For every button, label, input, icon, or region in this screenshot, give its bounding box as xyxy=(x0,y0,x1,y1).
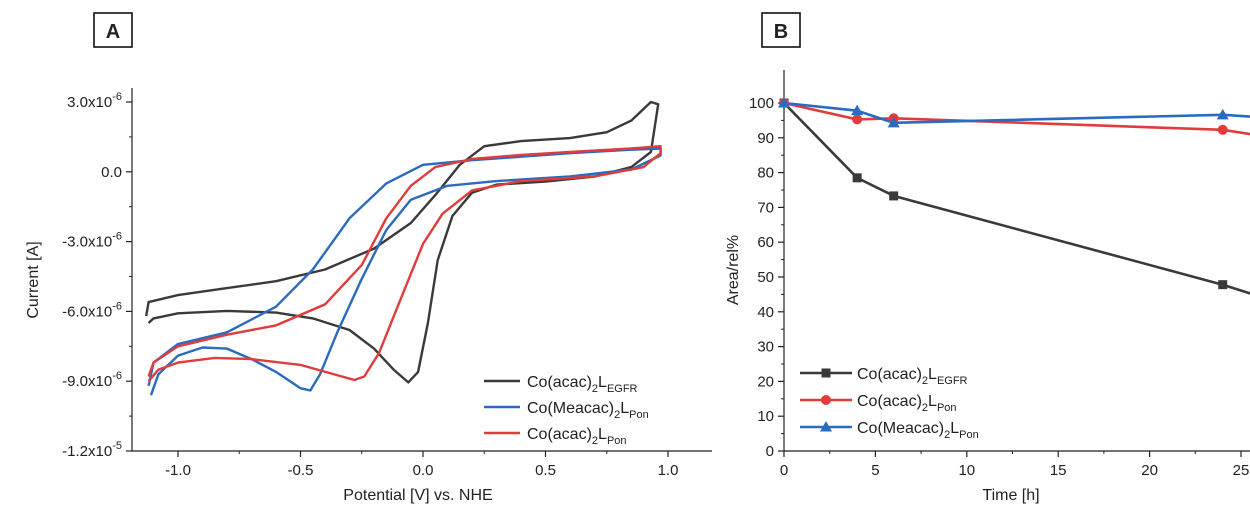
chart-b-y-axis-label: Area/rel% xyxy=(725,235,742,305)
chart-a-x-tick-label: -0.5 xyxy=(288,462,314,479)
chart-b-point-1-4 xyxy=(1218,280,1228,290)
panel-a-letter: A xyxy=(106,21,120,43)
chart-b-y-tick-label: 90 xyxy=(757,130,774,147)
chart-b-y-tick-label: 50 xyxy=(757,269,774,286)
chart-b-point-1-2 xyxy=(852,173,862,183)
chart-b-y-tick-label: 100 xyxy=(749,95,774,112)
chart-a-series-line-1 xyxy=(145,100,660,384)
chart-a-ticks: -1.0 -0.5 0.0 0.5 1.0 3.0x10-6 0.0 -3.0x10-6 -6.… xyxy=(62,91,678,479)
chart-a-y-tick-label: 3.0x10-6 xyxy=(67,91,122,111)
chart-b-legend-marker-3 xyxy=(820,421,832,432)
chart-b-point-3-2 xyxy=(851,104,864,116)
chart-a-axes xyxy=(131,88,712,452)
chart-b-y-tick-label: 60 xyxy=(757,234,774,251)
panel-b-letter: B xyxy=(774,21,788,43)
chart-a-y-tick-label: -1.2x10-5 xyxy=(62,440,122,460)
chart-b-x-tick-label: 25 xyxy=(1233,462,1250,479)
chart-b-y-tick-label: 0 xyxy=(766,443,774,460)
chart-a-series-line-2 xyxy=(147,147,662,396)
chart-a-series xyxy=(145,100,662,396)
chart-b-legend-marker-1 xyxy=(821,368,831,378)
chart-a-series-line-3 xyxy=(147,145,662,382)
chart-b-point-2-2 xyxy=(852,114,863,125)
chart-a-x-tick-label: 0.5 xyxy=(535,462,556,479)
chart-a-y-tick-label: -3.0x10-6 xyxy=(62,231,122,251)
chart-b-ticks: 0 5 10 15 20 25 0 10 20 30 40 50 60 70 80 90 100 xyxy=(749,95,1249,479)
chart-b-y-tick-label: 70 xyxy=(757,199,774,216)
chart-a-x-tick-label: -1.0 xyxy=(165,462,191,479)
chart-a-x-tick-label: 0.0 xyxy=(413,462,434,479)
panel-a-label-box: A xyxy=(93,12,133,48)
chart-b-x-tick-label: 0 xyxy=(780,462,788,479)
chart-b-series xyxy=(778,97,1250,295)
chart-b-legend: Co(acac)2LEGFR Co(acac)2LPon Co(Meacac)2LP… xyxy=(800,366,979,441)
chart-a-y-tick-label: -9.0x10-6 xyxy=(62,370,122,390)
chart-b-point-1-3 xyxy=(889,191,899,201)
chart-b-y-tick-label: 30 xyxy=(757,339,774,356)
chart-b-point-2-4 xyxy=(1217,124,1228,135)
chart-b-x-axis-label: Time [h] xyxy=(982,487,1039,504)
chart-b-legend-label-3: Co(Meacac)2LPon xyxy=(857,420,979,441)
panel-b-label-box: B xyxy=(761,12,801,48)
chart-b-y-tick-label: 80 xyxy=(757,165,774,182)
chart-b-series-line-1 xyxy=(783,102,1250,295)
chart-a-y-tick-label: -6.0x10-6 xyxy=(62,300,122,320)
chart-b-x-tick-label: 20 xyxy=(1141,462,1158,479)
chart-b-axes xyxy=(783,70,1250,452)
chart-a-x-tick-label: 1.0 xyxy=(658,462,679,479)
chart-a-y-tick-label: 0.0 xyxy=(101,164,122,181)
chart-a-legend: Co(acac)2LEGFR Co(Meacac)2LPon Co(acac)2LP… xyxy=(484,374,649,447)
chart-a: A -1.0 -0.5 0.0 0.5 1.03.0x10-60.0-3.0x10-6-… xyxy=(25,12,712,504)
chart-b-y-tick-label: 40 xyxy=(757,304,774,321)
chart-b-y-tick-label: 20 xyxy=(757,373,774,390)
chart-b-point-3-1 xyxy=(778,97,790,108)
chart-a-y-axis-label: Current [A] xyxy=(25,241,42,318)
chart-b-legend-label-1: Co(acac)2LEGFR xyxy=(857,366,968,387)
chart-b-point-3-3 xyxy=(887,116,900,128)
chart-b-point-3-4 xyxy=(1216,108,1229,120)
chart-b-legend-marker-2 xyxy=(821,395,831,405)
chart-a-legend-label-1: Co(acac)2LEGFR xyxy=(527,374,638,395)
chart-b-x-tick-label: 15 xyxy=(1050,462,1067,479)
chart-b-legend-label-2: Co(acac)2LPon xyxy=(857,393,957,414)
chart-b-x-tick-label: 10 xyxy=(958,462,975,479)
chart-b: B 0 5 10 15 20 25 0 10 20 30 40 50 60 70 80 90 100 Time … xyxy=(725,12,1250,504)
chart-b-x-tick-label: 5 xyxy=(871,462,879,479)
chart-b-y-tick-label: 10 xyxy=(757,408,774,425)
chart-a-legend-label-3: Co(acac)2LPon xyxy=(527,426,627,447)
chart-a-x-axis-label: Potential [V] vs. NHE xyxy=(343,487,492,504)
chart-a-legend-label-2: Co(Meacac)2LPon xyxy=(527,400,649,421)
